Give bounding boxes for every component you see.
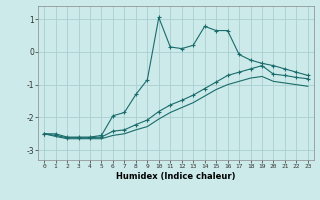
X-axis label: Humidex (Indice chaleur): Humidex (Indice chaleur) [116,172,236,181]
